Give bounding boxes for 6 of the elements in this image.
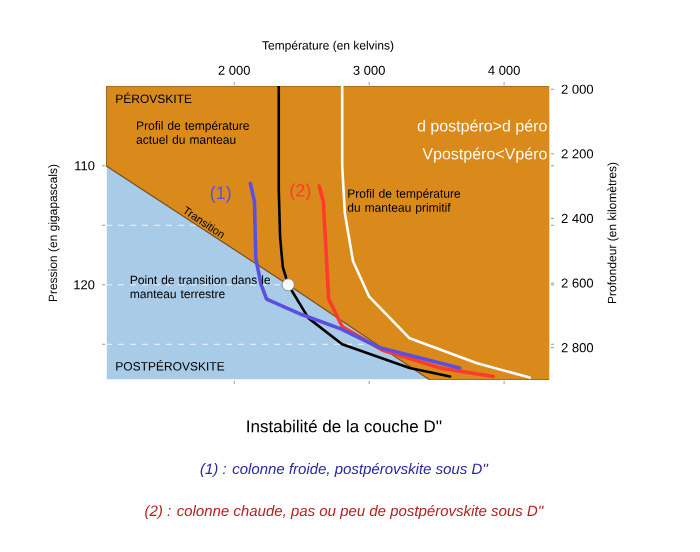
series-label: (2) — [290, 183, 311, 201]
annotation: d postpéro>d péro — [417, 119, 547, 135]
text: Instabilité de la couche D'' — [247, 419, 442, 433]
annotation: Vpostpéro<Vpéro — [422, 147, 547, 163]
series-label: (1) — [210, 185, 231, 203]
line-series — [317, 184, 496, 379]
